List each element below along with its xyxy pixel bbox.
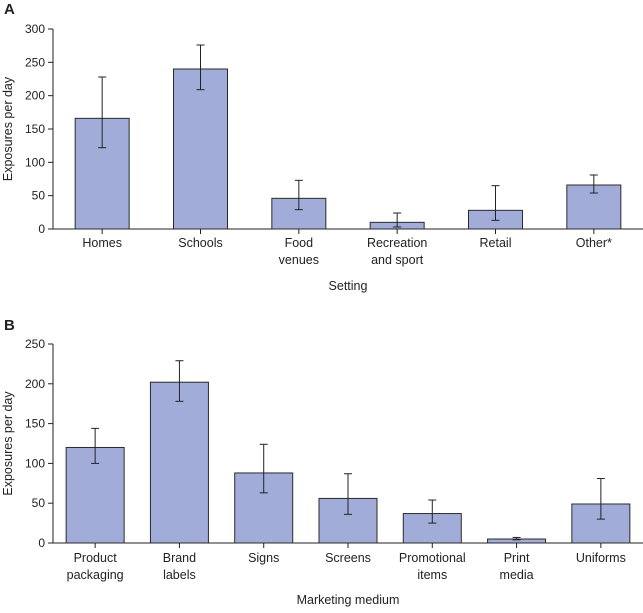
category-label-a-4: Retail	[480, 236, 512, 250]
category-label-b-4: Promotional items	[399, 551, 466, 582]
y-tick-label-a: 50	[32, 189, 46, 203]
y-tick-label-a: 300	[25, 22, 45, 36]
category-label-b-3: Screens	[325, 551, 371, 565]
x-axis-title-b: Marketing medium	[297, 593, 400, 607]
y-tick-label-a: 150	[25, 122, 45, 136]
category-label-b-0: Product packaging	[67, 551, 124, 582]
y-tick-label-a: 200	[25, 89, 45, 103]
category-label-a-2: Food venues	[279, 236, 319, 267]
bar-a-2	[271, 197, 327, 230]
category-label-a-1: Schools	[178, 236, 222, 250]
y-tick-label-a: 100	[25, 155, 45, 169]
category-label-b-5: Print media	[500, 551, 534, 582]
category-label-a-5: Other*	[576, 236, 612, 250]
bar-b-1	[149, 381, 209, 544]
y-tick-label-b: 250	[25, 337, 45, 351]
panel-letter-b: B	[4, 317, 15, 334]
category-label-b-1: Brand labels	[163, 551, 196, 582]
y-tick-label-b: 150	[25, 417, 45, 431]
y-tick-label-a: 0	[38, 222, 45, 236]
y-tick-label-b: 100	[25, 456, 45, 470]
category-label-a-3: Recreation and sport	[367, 236, 427, 267]
panel-letter-a: A	[4, 1, 15, 18]
y-tick-label-b: 0	[38, 536, 45, 550]
y-tick-label-a: 250	[25, 55, 45, 69]
category-label-b-6: Uniforms	[576, 551, 626, 565]
y-axis-title-a: Exposures per day	[1, 76, 15, 181]
y-tick-label-b: 200	[25, 377, 45, 391]
category-label-b-2: Signs	[248, 551, 279, 565]
category-label-a-0: Homes	[82, 236, 122, 250]
x-axis-title-a: Setting	[329, 279, 368, 293]
bar-a-1	[173, 68, 228, 230]
y-axis-title-b: Exposures per day	[1, 391, 15, 496]
y-tick-label-b: 50	[32, 496, 46, 510]
